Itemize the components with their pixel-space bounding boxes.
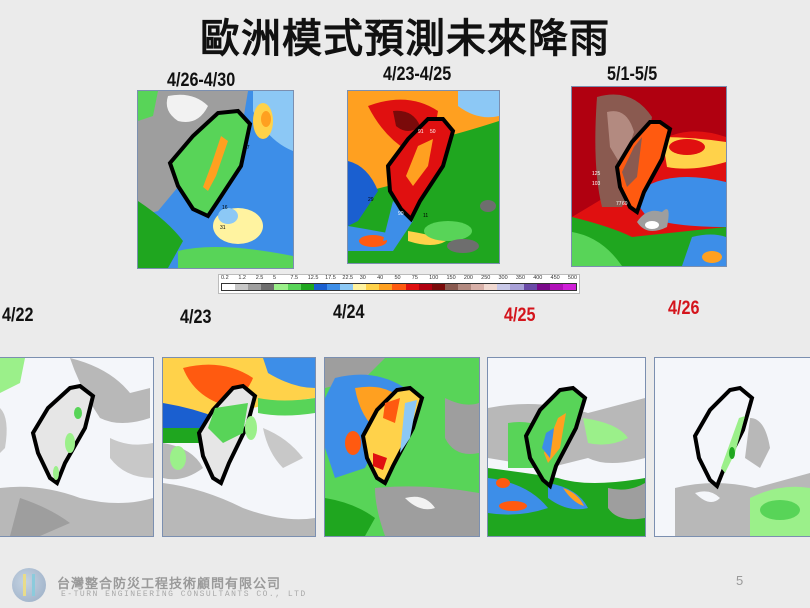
panel-label-4-23-4-25: 4/23-4/25 (383, 64, 452, 85)
colorbar-swatch (471, 284, 485, 290)
colorbar-swatch (339, 284, 354, 290)
colorbar-tick: 2.5 (255, 275, 264, 281)
rainfall-map-4-24 (324, 357, 480, 537)
colorbar-tick: 0.2 (221, 275, 229, 281)
colorbar-tick: 12.5 (307, 275, 319, 281)
colorbar-swatch (222, 284, 236, 290)
colorbar-swatch (484, 284, 498, 290)
page-number: 5 (736, 573, 744, 588)
colorbar-tick: 450 (550, 275, 560, 281)
rainfall-map-4-25 (487, 357, 646, 537)
colorbar-swatch (287, 284, 301, 290)
colorbar-swatch (510, 284, 524, 290)
colorbar-tick: 500 (567, 275, 578, 281)
svg-text:16: 16 (222, 205, 228, 211)
svg-text:69: 69 (622, 201, 628, 207)
rainfall-map-4-26-4-30: 27 16 31 (137, 90, 294, 269)
svg-text:31: 31 (220, 225, 226, 231)
svg-text:125: 125 (592, 171, 601, 177)
colorbar-swatch (392, 284, 406, 290)
colorbar-swatch (366, 284, 380, 290)
company-logo-icon (12, 568, 46, 602)
colorbar-swatch (326, 284, 340, 290)
colorbar-swatch (313, 284, 327, 290)
company-name-english: E-TURN ENGINEERING CONSULTANTS CO., LTD (61, 590, 307, 599)
colorbar-tick: 250 (481, 275, 491, 281)
colorbar-tick: 350 (515, 275, 526, 281)
colorbar-swatch (274, 284, 288, 290)
rainfall-map-4-22 (0, 357, 154, 537)
day-label-4-26: 4/26 (668, 298, 700, 319)
colorbar-swatch (562, 284, 576, 290)
day-label-4-23: 4/23 (180, 307, 212, 328)
colorbar-swatch (300, 284, 314, 290)
colorbar-tick: 1.2 (238, 275, 246, 281)
rainfall-map-4-23 (162, 357, 316, 537)
colorbar-tick: 400 (533, 275, 543, 281)
colorbar-tick: 30 (359, 275, 366, 281)
colorbar-tick: 17.5 (325, 275, 336, 281)
svg-text:103: 103 (592, 181, 601, 187)
colorbar-swatch (457, 284, 472, 290)
svg-text:27: 27 (244, 145, 250, 151)
rainfall-map-4-23-4-25: 91 50 29 90 11 (347, 90, 500, 264)
svg-text:91: 91 (418, 129, 424, 135)
company-name-chinese: 台灣整合防災工程技術顧問有限公司 (57, 577, 282, 592)
svg-text:90: 90 (398, 211, 404, 217)
colorbar-tick: 75 (411, 275, 418, 281)
colorbar-tick: 22.5 (342, 275, 354, 281)
colorbar-tick: 150 (446, 275, 456, 281)
colorbar-tick: 200 (463, 275, 473, 281)
svg-text:50: 50 (430, 129, 436, 135)
day-label-4-24: 4/24 (333, 302, 365, 323)
svg-text:77: 77 (616, 201, 622, 207)
colorbar-tick: 5 (273, 275, 277, 281)
panel-label-5-1-5-5: 5/1-5/5 (607, 64, 658, 85)
day-label-4-25: 4/25 (504, 305, 536, 326)
colorbar-ticks: 0.2 1.2 2.5 5 7.5 12.5 17.5 22.5 30 40 5… (221, 275, 577, 282)
colorbar-tick: 50 (394, 275, 401, 281)
colorbar-swatch (418, 284, 432, 290)
colorbar-tick: 300 (498, 275, 508, 281)
day-label-4-22: 4/22 (2, 305, 34, 326)
colorbar-swatch (353, 284, 367, 290)
rainfall-map-5-1-5-5: 125 103 77 69 (571, 86, 727, 267)
colorbar-swatch (549, 284, 563, 290)
colorbar-swatch (235, 284, 249, 290)
svg-text:11: 11 (423, 213, 428, 219)
colorbar-swatches (221, 283, 577, 291)
colorbar-tick: 40 (377, 275, 384, 281)
panel-label-4-26-4-30: 4/26-4/30 (167, 70, 236, 91)
slide-title: 歐洲模式預測未來降雨 (200, 16, 610, 62)
rainfall-colorbar: 0.2 1.2 2.5 5 7.5 12.5 17.5 22.5 30 40 5… (218, 274, 580, 294)
colorbar-tick: 100 (429, 275, 439, 281)
colorbar-swatch (444, 284, 458, 290)
colorbar-tick: 7.5 (290, 275, 299, 281)
colorbar-swatch (261, 284, 275, 290)
colorbar-swatch (497, 284, 511, 290)
colorbar-swatch (379, 284, 393, 290)
colorbar-swatch (248, 284, 262, 290)
colorbar-swatch (523, 284, 537, 290)
colorbar-swatch (536, 284, 550, 290)
rainfall-map-4-26 (654, 357, 810, 537)
svg-text:29: 29 (368, 197, 374, 203)
colorbar-swatch (431, 284, 445, 290)
colorbar-swatch (405, 284, 419, 290)
